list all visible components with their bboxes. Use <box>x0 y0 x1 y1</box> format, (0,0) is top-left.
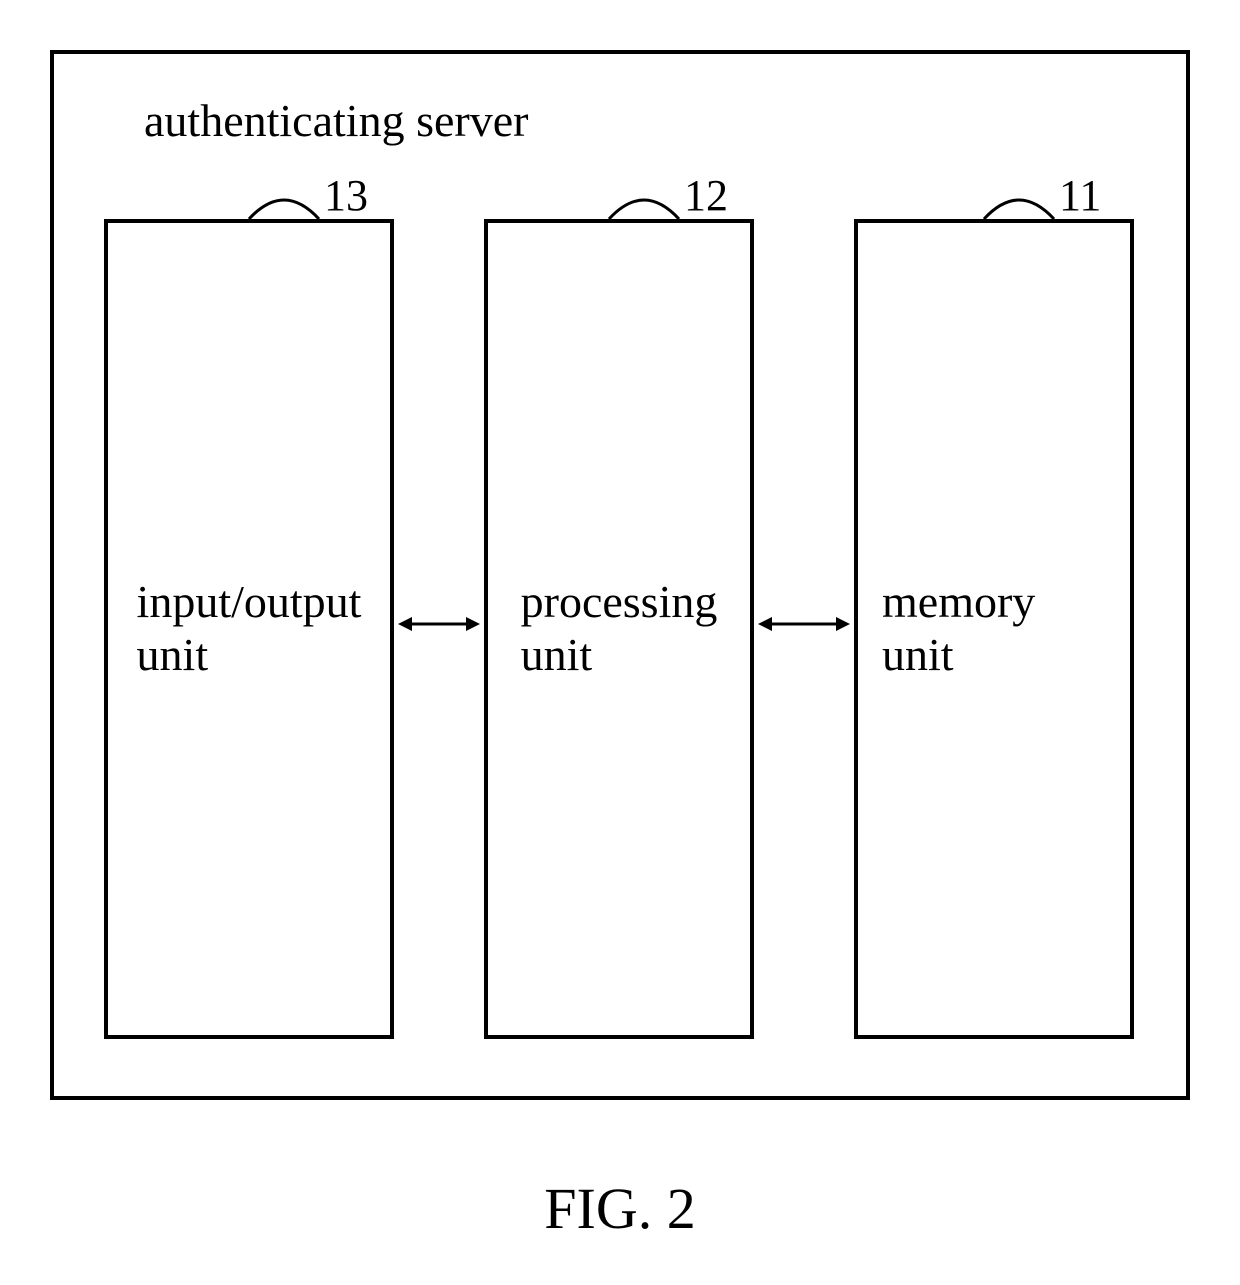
ref-label-13: 13 <box>324 170 368 221</box>
io-label-line1: input/output <box>137 576 362 627</box>
processing-unit-block: processing unit <box>484 219 754 1039</box>
ref-label-11: 11 <box>1059 170 1101 221</box>
figure-caption: FIG. 2 <box>0 1175 1240 1242</box>
server-container: authenticating server 13 12 11 input/out… <box>50 50 1190 1100</box>
io-unit-block: input/output unit <box>104 219 394 1039</box>
ref-label-12: 12 <box>684 170 728 221</box>
io-label-line2: unit <box>137 629 209 680</box>
proc-label-line2: unit <box>521 629 593 680</box>
mem-label-line1: memory unit <box>882 576 1035 680</box>
processing-unit-label: processing unit <box>497 576 742 682</box>
figure-wrapper: authenticating server 13 12 11 input/out… <box>50 50 1190 1100</box>
arrow-proc-mem <box>758 614 850 634</box>
memory-unit-block: memory unit <box>854 219 1134 1039</box>
server-title: authenticating server <box>144 94 528 147</box>
proc-label-line1: processing <box>521 576 718 627</box>
memory-unit-label: memory unit <box>858 576 1130 682</box>
arrow-io-proc <box>398 614 480 634</box>
io-unit-label: input/output unit <box>113 576 386 682</box>
